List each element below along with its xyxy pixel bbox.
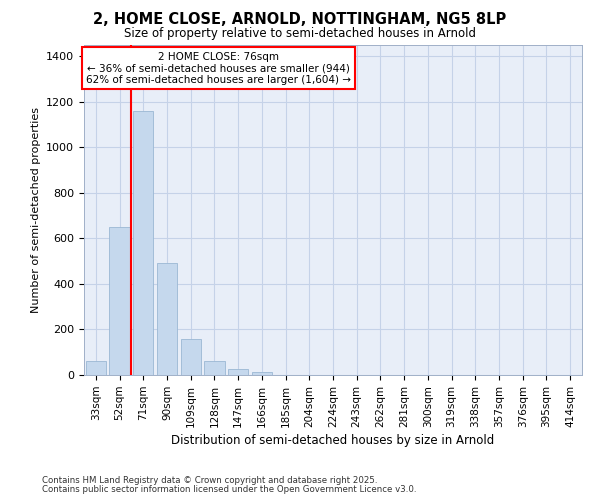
Text: 2 HOME CLOSE: 76sqm
← 36% of semi-detached houses are smaller (944)
62% of semi-: 2 HOME CLOSE: 76sqm ← 36% of semi-detach… xyxy=(86,52,351,85)
Bar xyxy=(109,227,130,375)
Y-axis label: Number of semi-detached properties: Number of semi-detached properties xyxy=(31,107,41,313)
Bar xyxy=(133,111,154,375)
Bar xyxy=(228,370,248,375)
Bar xyxy=(157,264,177,375)
X-axis label: Distribution of semi-detached houses by size in Arnold: Distribution of semi-detached houses by … xyxy=(172,434,494,447)
Text: Contains HM Land Registry data © Crown copyright and database right 2025.: Contains HM Land Registry data © Crown c… xyxy=(42,476,377,485)
Text: 2, HOME CLOSE, ARNOLD, NOTTINGHAM, NG5 8LP: 2, HOME CLOSE, ARNOLD, NOTTINGHAM, NG5 8… xyxy=(94,12,506,28)
Bar xyxy=(252,372,272,375)
Text: Contains public sector information licensed under the Open Government Licence v3: Contains public sector information licen… xyxy=(42,484,416,494)
Bar xyxy=(86,362,106,375)
Bar xyxy=(205,362,224,375)
Text: Size of property relative to semi-detached houses in Arnold: Size of property relative to semi-detach… xyxy=(124,28,476,40)
Bar xyxy=(181,338,201,375)
